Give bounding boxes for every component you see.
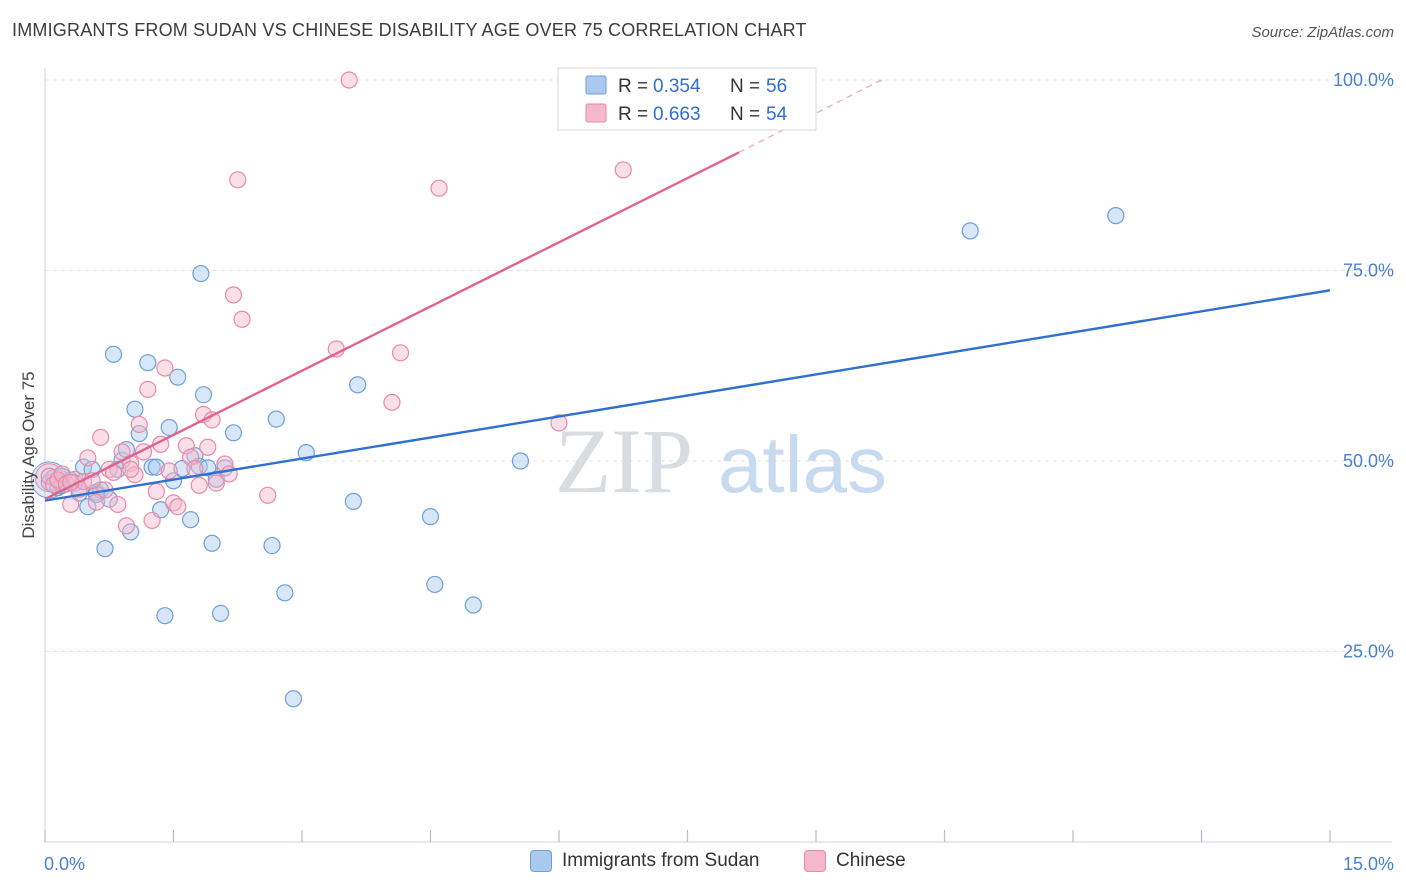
y-tick-label-2: 75.0%	[1343, 261, 1394, 281]
sudan-point-42	[267, 410, 285, 428]
sudan-point-53	[1107, 207, 1125, 225]
legend-swatch-chinese	[585, 103, 607, 123]
series-sudan	[30, 207, 1125, 708]
bottom-legend-swatch-chinese	[804, 850, 826, 872]
sudan-point-50	[464, 596, 482, 614]
bottom-legend-label-chinese: Chinese	[836, 850, 906, 871]
sudan-point-30	[182, 511, 200, 529]
legend-n-label-chinese: N =	[730, 104, 760, 125]
legend: R = 0.354 N = 56 R = 0.663 N = 54	[557, 67, 817, 131]
chinese-point-21	[130, 415, 148, 434]
sudan-point-36	[203, 534, 221, 552]
y-tick-label-3: 100.0%	[1333, 70, 1394, 90]
sudan-point-33	[192, 264, 210, 283]
sudan-point-41	[263, 536, 281, 555]
trend-line-chinese	[44, 151, 740, 501]
chinese-point-48	[391, 344, 410, 362]
chinese-point-9	[79, 449, 97, 467]
watermark-zip: ZIP	[555, 410, 693, 512]
chinese-point-24	[143, 511, 161, 530]
sudan-point-28	[169, 368, 187, 386]
legend-n-value-chinese: 54	[766, 104, 788, 125]
gridlines	[45, 79, 1392, 652]
chart-title: IMMIGRANTS FROM SUDAN VS CHINESE DISABIL…	[12, 20, 807, 40]
x-tick-label-0: 0.0%	[44, 854, 85, 874]
bottom-legend-swatch-sudan	[530, 850, 552, 872]
legend-n-label-sudan: N =	[730, 76, 760, 97]
chinese-point-51	[614, 161, 632, 179]
sudan-point-37	[207, 470, 225, 488]
chinese-point-18	[117, 517, 135, 535]
trend-line-sudan	[44, 289, 1331, 502]
chinese-point-37	[203, 411, 221, 429]
sudan-point-26	[160, 418, 178, 437]
watermark: ZIP atlas	[555, 410, 887, 512]
legend-n-value-sudan: 56	[766, 76, 787, 97]
sudan-point-22	[143, 458, 161, 476]
y-tick-label-1: 50.0%	[1343, 451, 1394, 471]
sudan-point-44	[284, 690, 303, 708]
chinese-point-11	[87, 493, 106, 511]
sudan-point-14	[104, 345, 123, 363]
legend-r-label-sudan: R =	[618, 76, 648, 97]
bottom-legend: Immigrants from Sudan Chinese	[0, 850, 1406, 880]
chinese-point-28	[160, 462, 178, 480]
series-chinese	[34, 71, 632, 535]
sudan-point-20	[130, 424, 148, 443]
chinese-point-43	[233, 310, 251, 328]
x-tick-label-1: 15.0%	[1343, 854, 1394, 874]
sudan-point-19	[126, 400, 144, 418]
chinese-point-41	[224, 286, 243, 304]
sudan-point-51	[511, 452, 530, 470]
legend-r-label-chinese: R =	[618, 104, 648, 125]
chinese-point-12	[92, 428, 110, 446]
chinese-point-36	[199, 438, 217, 456]
chinese-point-49	[430, 179, 448, 197]
sudan-point-48	[421, 508, 440, 526]
legend-swatch-sudan	[585, 75, 607, 95]
sudan-point-23	[147, 458, 165, 476]
chinese-point-25	[147, 482, 165, 501]
tick-labels: 25.0% 50.0% 75.0% 100.0% 0.0% 15.0%	[44, 70, 1394, 874]
chinese-point-0	[40, 467, 58, 485]
sudan-point-52	[961, 222, 979, 240]
chinese-point-23	[139, 380, 157, 398]
bottom-legend-label-sudan: Immigrants from Sudan	[562, 850, 760, 871]
chinese-point-53	[122, 460, 140, 478]
chinese-point-46	[340, 71, 358, 89]
sudan-point-12	[96, 540, 114, 558]
chinese-point-38	[207, 474, 225, 492]
chinese-point-44	[259, 486, 277, 504]
chinese-point-5	[62, 495, 80, 514]
chinese-point-27	[156, 359, 174, 377]
sudan-point-25	[156, 607, 174, 625]
chinese-point-50	[550, 414, 568, 432]
sudan-point-21	[139, 354, 157, 372]
chinese-point-34	[190, 476, 208, 494]
source-label: Source: ZipAtlas.com	[1251, 24, 1394, 41]
bottom-legend-item-chinese: Chinese	[804, 850, 906, 872]
sudan-point-29	[173, 460, 191, 478]
sudan-point-43	[276, 584, 294, 602]
sudan-point-35	[199, 459, 217, 477]
chinese-point-30	[169, 498, 187, 516]
sudan-point-47	[349, 376, 367, 394]
y-axis-label: Disability Age Over 75	[19, 371, 38, 538]
chinese-point-47	[383, 393, 401, 411]
chinese-point-16	[109, 495, 127, 514]
legend-r-value-sudan: 0.354	[653, 76, 701, 97]
y-tick-label-0: 25.0%	[1343, 642, 1394, 662]
bottom-legend-item-sudan: Immigrants from Sudan	[530, 850, 759, 872]
sudan-point-8	[79, 498, 97, 516]
sudan-point-40	[224, 424, 243, 442]
legend-r-value-chinese: 0.663	[653, 104, 701, 125]
watermark-atlas: atlas	[718, 420, 887, 509]
sudan-point-49	[426, 575, 444, 594]
sudan-point-38	[212, 604, 230, 623]
axes	[44, 68, 1392, 843]
sudan-point-46	[344, 492, 362, 510]
sudan-point-34	[194, 386, 213, 404]
chinese-point-42	[229, 171, 247, 189]
